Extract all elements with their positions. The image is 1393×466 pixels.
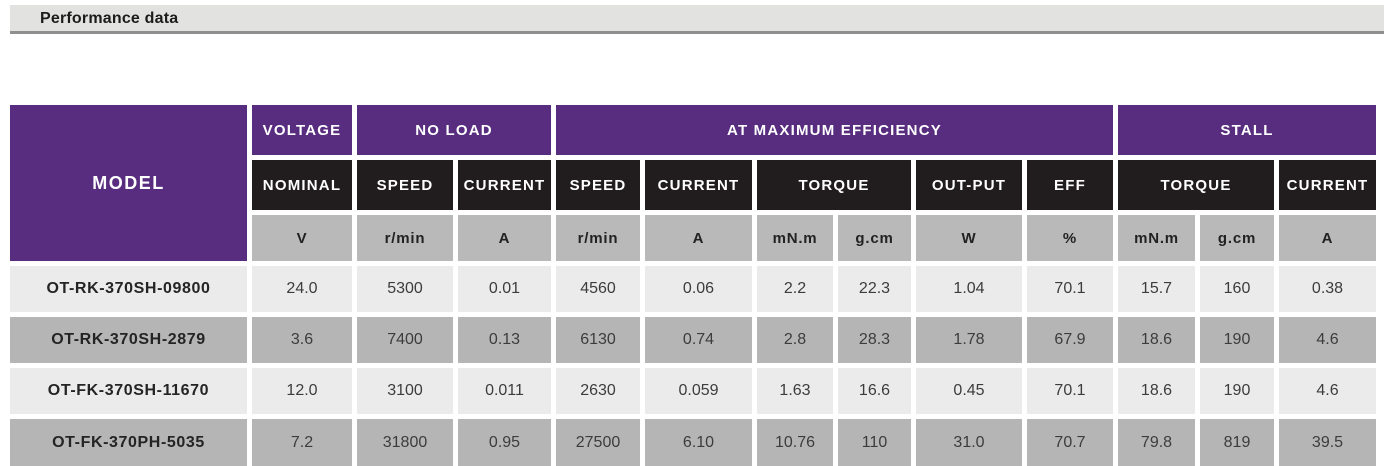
value-cell: 79.8 [1118,419,1195,466]
value-cell: 110 [838,419,911,466]
model-cell-ot-fk-370sh-11670: OT-FK-370SH-11670 [10,368,247,414]
value-cell: 15.7 [1118,266,1195,312]
value-cell: 67.9 [1027,317,1113,363]
value-cell: 70.1 [1027,368,1113,414]
value-cell: 31.0 [916,419,1022,466]
unit-cell-v: V [252,215,352,261]
unit-cell-r-min: r/min [556,215,640,261]
subheader-nominal: NOMINAL [252,160,352,210]
page-title: Performance data [40,10,179,27]
subheader-torque: TORQUE [757,160,911,210]
unit-cell-a: A [645,215,752,261]
value-cell: 18.6 [1118,368,1195,414]
value-cell: 7400 [357,317,453,363]
value-cell: 2.8 [757,317,833,363]
unit-cell-a: A [458,215,551,261]
value-cell: 1.04 [916,266,1022,312]
value-cell: 24.0 [252,266,352,312]
value-cell: 6130 [556,317,640,363]
value-cell: 0.06 [645,266,752,312]
subheader-speed: SPEED [357,160,453,210]
value-cell: 12.0 [252,368,352,414]
subheader-out-put: OUT-PUT [916,160,1022,210]
value-cell: 0.95 [458,419,551,466]
model-cell-ot-fk-370ph-5035: OT-FK-370PH-5035 [10,419,247,466]
value-cell: 70.7 [1027,419,1113,466]
unit-cell-mn-m: mN.m [757,215,833,261]
value-cell: 10.76 [757,419,833,466]
value-cell: 39.5 [1279,419,1376,466]
value-cell: 0.74 [645,317,752,363]
unit-cell-a: A [1279,215,1376,261]
value-cell: 4.6 [1279,368,1376,414]
value-cell: 28.3 [838,317,911,363]
value-cell: 1.78 [916,317,1022,363]
value-cell: 5300 [357,266,453,312]
value-cell: 3.6 [252,317,352,363]
unit-cell-: % [1027,215,1113,261]
unit-cell-w: W [916,215,1022,261]
value-cell: 0.13 [458,317,551,363]
value-cell: 2630 [556,368,640,414]
column-header-model: MODEL [10,105,247,261]
value-cell: 160 [1200,266,1274,312]
value-cell: 31800 [357,419,453,466]
value-cell: 70.1 [1027,266,1113,312]
group-header-no-load: NO LOAD [357,105,551,155]
value-cell: 1.63 [757,368,833,414]
value-cell: 7.2 [252,419,352,466]
value-cell: 16.6 [838,368,911,414]
subheader-current: CURRENT [458,160,551,210]
value-cell: 18.6 [1118,317,1195,363]
value-cell: 0.38 [1279,266,1376,312]
group-header-voltage: VOLTAGE [252,105,352,155]
unit-cell-r-min: r/min [357,215,453,261]
value-cell: 0.011 [458,368,551,414]
group-header-stall: STALL [1118,105,1376,155]
value-cell: 819 [1200,419,1274,466]
value-cell: 190 [1200,368,1274,414]
subheader-speed: SPEED [556,160,640,210]
subheader-current: CURRENT [645,160,752,210]
value-cell: 0.059 [645,368,752,414]
unit-cell-mn-m: mN.m [1118,215,1195,261]
group-header-at-maximum-efficiency: AT MAXIMUM EFFICIENCY [556,105,1113,155]
value-cell: 3100 [357,368,453,414]
model-cell-ot-rk-370sh-2879: OT-RK-370SH-2879 [10,317,247,363]
subheader-current: CURRENT [1279,160,1376,210]
value-cell: 22.3 [838,266,911,312]
section-title-bar: Performance data [10,5,1384,34]
value-cell: 27500 [556,419,640,466]
subheader-eff: EFF [1027,160,1113,210]
unit-cell-g-cm: g.cm [838,215,911,261]
value-cell: 0.45 [916,368,1022,414]
value-cell: 6.10 [645,419,752,466]
value-cell: 4.6 [1279,317,1376,363]
model-cell-ot-rk-370sh-09800: OT-RK-370SH-09800 [10,266,247,312]
value-cell: 2.2 [757,266,833,312]
unit-cell-g-cm: g.cm [1200,215,1274,261]
value-cell: 0.01 [458,266,551,312]
subheader-torque: TORQUE [1118,160,1274,210]
value-cell: 190 [1200,317,1274,363]
value-cell: 4560 [556,266,640,312]
performance-data-table: MODEL VOLTAGE NO LOAD AT MAXIMUM EFFICIENCY… [10,105,1376,466]
